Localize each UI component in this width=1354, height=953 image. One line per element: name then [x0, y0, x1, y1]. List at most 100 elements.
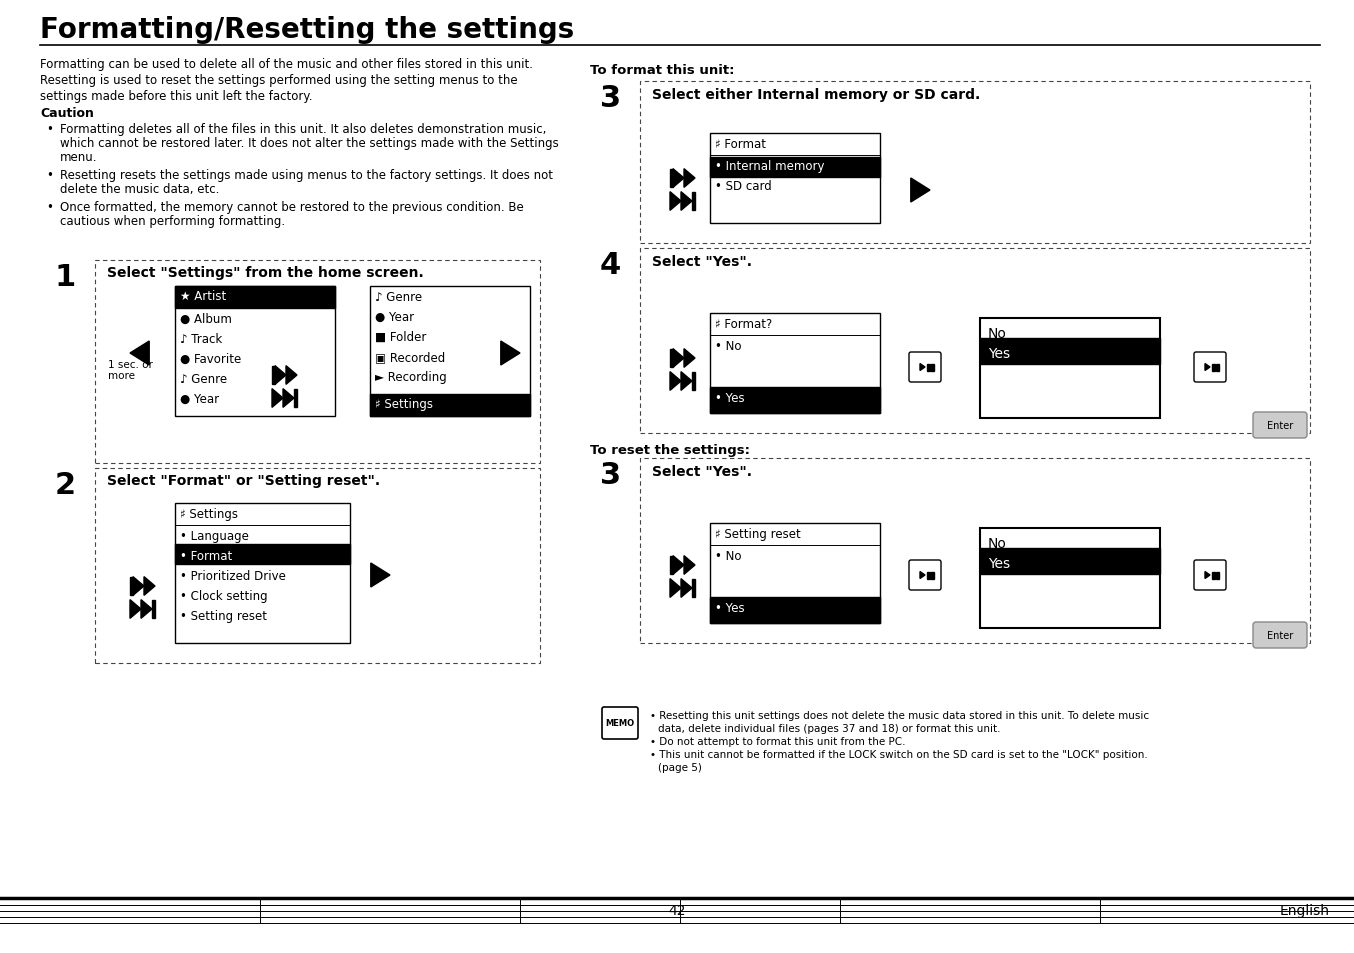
- Bar: [175, 544, 349, 564]
- FancyBboxPatch shape: [1252, 413, 1307, 438]
- Bar: [670, 350, 673, 368]
- Text: •: •: [46, 123, 53, 136]
- Polygon shape: [684, 556, 695, 575]
- Text: ■ Folder: ■ Folder: [375, 331, 427, 344]
- Bar: [1216, 364, 1219, 371]
- Polygon shape: [911, 179, 930, 203]
- Text: Formatting deletes all of the files in this unit. It also deletes demonstration : Formatting deletes all of the files in t…: [60, 123, 547, 136]
- Bar: [709, 133, 880, 224]
- Bar: [980, 529, 1160, 628]
- Text: • Clock setting: • Clock setting: [180, 589, 268, 602]
- Polygon shape: [283, 389, 294, 408]
- Bar: [692, 193, 695, 212]
- Text: •: •: [46, 201, 53, 213]
- Polygon shape: [681, 373, 692, 391]
- Text: ♪ Genre: ♪ Genre: [375, 291, 422, 304]
- Text: Select "Format" or "Setting reset".: Select "Format" or "Setting reset".: [107, 474, 380, 488]
- Bar: [272, 366, 275, 385]
- Text: • Yes: • Yes: [715, 601, 745, 615]
- Bar: [640, 82, 1311, 244]
- Bar: [640, 458, 1311, 643]
- Bar: [294, 389, 297, 408]
- Text: No: No: [988, 537, 1007, 551]
- Text: •: •: [46, 169, 53, 182]
- Bar: [692, 579, 695, 598]
- Text: ♯ Format: ♯ Format: [715, 138, 766, 151]
- Text: Caution: Caution: [41, 107, 93, 120]
- Text: menu.: menu.: [60, 151, 97, 164]
- Polygon shape: [501, 341, 520, 366]
- Text: delete the music data, etc.: delete the music data, etc.: [60, 183, 219, 195]
- Polygon shape: [133, 578, 144, 596]
- Text: Enter: Enter: [1267, 420, 1293, 431]
- FancyBboxPatch shape: [603, 707, 638, 740]
- FancyBboxPatch shape: [909, 353, 941, 382]
- Polygon shape: [673, 556, 684, 575]
- Text: • Resetting this unit settings does not delete the music data stored in this uni: • Resetting this unit settings does not …: [650, 710, 1150, 720]
- Text: ● Favorite: ● Favorite: [180, 353, 241, 366]
- Text: Formatting/Resetting the settings: Formatting/Resetting the settings: [41, 16, 574, 44]
- Polygon shape: [684, 170, 695, 188]
- Text: data, delete individual files (pages 37 and 18) or format this unit.: data, delete individual files (pages 37 …: [658, 723, 1001, 733]
- Polygon shape: [681, 579, 692, 598]
- Bar: [980, 318, 1160, 418]
- Text: Once formatted, the memory cannot be restored to the previous condition. Be: Once formatted, the memory cannot be res…: [60, 201, 524, 213]
- Bar: [95, 261, 540, 463]
- Bar: [980, 548, 1160, 575]
- Bar: [709, 523, 880, 623]
- Bar: [175, 287, 334, 309]
- Text: • Language: • Language: [180, 530, 249, 542]
- Text: • No: • No: [715, 339, 742, 353]
- Text: ♯ Settings: ♯ Settings: [180, 507, 238, 520]
- Bar: [670, 556, 673, 575]
- Bar: [130, 578, 133, 596]
- Bar: [670, 170, 673, 188]
- Bar: [175, 287, 334, 416]
- Polygon shape: [684, 350, 695, 368]
- Text: No: No: [988, 327, 1007, 340]
- Text: • No: • No: [715, 550, 742, 562]
- Text: 42: 42: [669, 903, 685, 917]
- Polygon shape: [1205, 572, 1210, 578]
- Text: more: more: [108, 371, 135, 380]
- Bar: [709, 314, 880, 414]
- Polygon shape: [130, 600, 141, 618]
- Text: • Yes: • Yes: [715, 392, 745, 405]
- Text: 3: 3: [600, 84, 621, 112]
- Text: ♯ Format?: ♯ Format?: [715, 317, 772, 331]
- Text: ♯ Setting reset: ♯ Setting reset: [715, 527, 800, 540]
- Text: • Do not attempt to format this unit from the PC.: • Do not attempt to format this unit fro…: [650, 737, 906, 746]
- Bar: [370, 287, 529, 416]
- Text: • Setting reset: • Setting reset: [180, 609, 267, 622]
- Polygon shape: [673, 170, 684, 188]
- Text: Resetting resets the settings made using menus to the factory settings. It does : Resetting resets the settings made using…: [60, 169, 552, 182]
- FancyBboxPatch shape: [1194, 560, 1225, 590]
- Text: Yes: Yes: [988, 557, 1010, 571]
- Text: Enter: Enter: [1267, 630, 1293, 640]
- Polygon shape: [144, 578, 154, 596]
- Polygon shape: [275, 366, 286, 385]
- Bar: [692, 373, 695, 391]
- Bar: [709, 158, 880, 178]
- FancyBboxPatch shape: [1252, 622, 1307, 648]
- Polygon shape: [681, 193, 692, 212]
- FancyBboxPatch shape: [1194, 353, 1225, 382]
- Text: Select "Yes".: Select "Yes".: [653, 254, 751, 269]
- Text: To reset the settings:: To reset the settings:: [590, 443, 750, 456]
- Polygon shape: [919, 364, 925, 371]
- Text: 2: 2: [56, 471, 76, 499]
- Text: ★ Artist: ★ Artist: [180, 290, 226, 303]
- Bar: [980, 338, 1160, 365]
- Text: ● Album: ● Album: [180, 313, 232, 326]
- Bar: [927, 572, 929, 578]
- Text: 1 sec. or: 1 sec. or: [108, 359, 153, 370]
- Text: ▣ Recorded: ▣ Recorded: [375, 351, 445, 364]
- Text: • Internal memory: • Internal memory: [715, 160, 825, 172]
- Polygon shape: [130, 341, 149, 366]
- Text: ♪ Track: ♪ Track: [180, 333, 222, 346]
- Polygon shape: [1205, 364, 1210, 371]
- Bar: [175, 503, 349, 643]
- Polygon shape: [371, 563, 390, 587]
- Polygon shape: [670, 373, 681, 391]
- Bar: [1216, 572, 1219, 578]
